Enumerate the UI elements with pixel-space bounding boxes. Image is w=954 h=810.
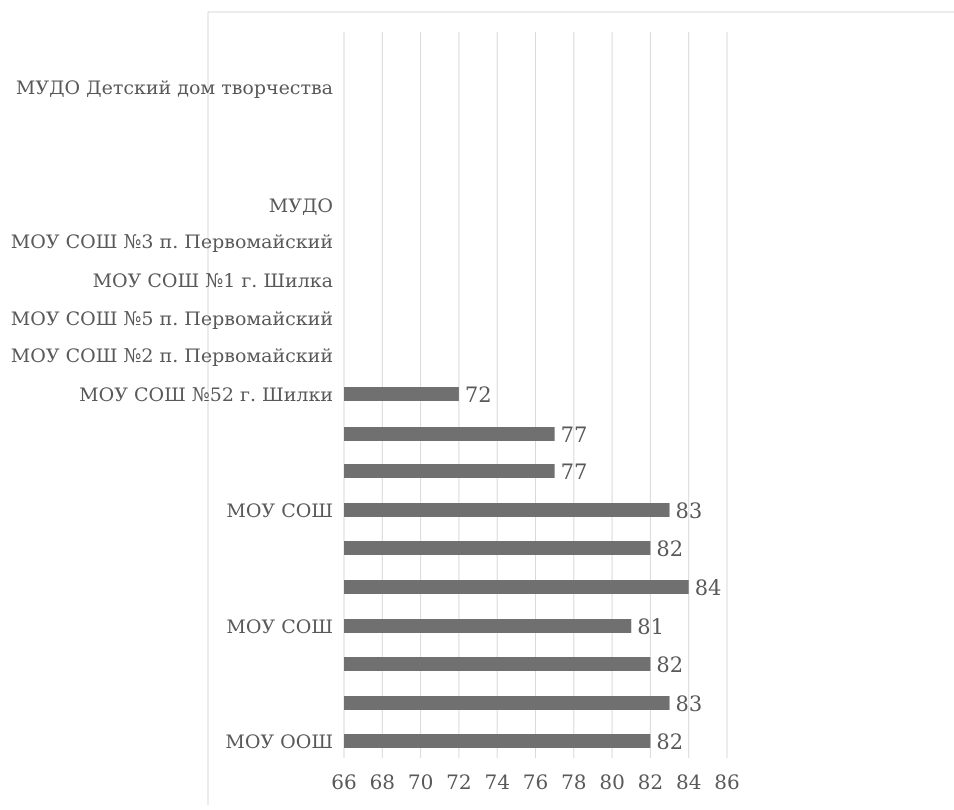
- data-label: 83: [676, 692, 703, 716]
- x-tick-label: 84: [676, 770, 701, 794]
- data-label: 77: [561, 423, 588, 447]
- x-tick-label: 72: [446, 770, 471, 794]
- x-tick-label: 82: [638, 770, 663, 794]
- category-label: МОУ СОШ №5 п. Первомайский: [11, 308, 333, 330]
- bar: [344, 464, 555, 478]
- data-label: 77: [561, 460, 588, 484]
- x-tick-label: 68: [370, 770, 395, 794]
- bar-series: [344, 387, 689, 748]
- bar: [344, 696, 670, 710]
- category-label: МУДО: [269, 195, 333, 217]
- data-label: 84: [695, 576, 722, 600]
- x-tick-label: 70: [408, 770, 433, 794]
- data-label: 82: [656, 653, 683, 677]
- x-tick-label: 66: [331, 770, 356, 794]
- bar: [344, 427, 555, 441]
- category-label: МОУ СОШ №1 г. Шилка: [93, 270, 333, 292]
- x-tick-labels: 66 68 70 72 74 76 78 80 82 84 86: [331, 770, 739, 794]
- x-tick-label: 76: [523, 770, 548, 794]
- category-labels: МУДО Детский дом творчества МУДО МОУ СОШ №…: [11, 77, 333, 753]
- bar: [344, 657, 651, 671]
- data-label: 82: [656, 537, 683, 561]
- data-label: 82: [656, 730, 683, 754]
- x-tick-label: 80: [599, 770, 624, 794]
- category-label: МОУ СОШ №3 п. Первомайский: [11, 231, 333, 253]
- bar: [344, 541, 651, 555]
- data-labels: 72 77 77 83 82 84 81 82 83 82: [465, 383, 722, 754]
- chart-frame: [207, 11, 954, 805]
- bar: [344, 387, 459, 401]
- bar: [344, 619, 632, 633]
- category-label: МУДО Детский дом творчества: [16, 77, 333, 99]
- bar: [344, 503, 670, 517]
- data-label: 81: [637, 615, 664, 639]
- x-tick-label: 74: [484, 770, 509, 794]
- category-label: МОУ СОШ №2 п. Первомайский: [11, 345, 333, 367]
- bar: [344, 734, 651, 748]
- category-label: МОУ СОШ: [226, 500, 333, 522]
- category-label: МОУ СОШ: [226, 616, 333, 638]
- data-label: 72: [465, 383, 492, 407]
- bar: [344, 580, 689, 594]
- data-label: 83: [676, 499, 703, 523]
- x-tick-label: 86: [714, 770, 739, 794]
- category-label: МОУ ООШ: [225, 731, 333, 753]
- category-label: МОУ СОШ №52 г. Шилки: [79, 384, 333, 406]
- x-tick-label: 78: [561, 770, 586, 794]
